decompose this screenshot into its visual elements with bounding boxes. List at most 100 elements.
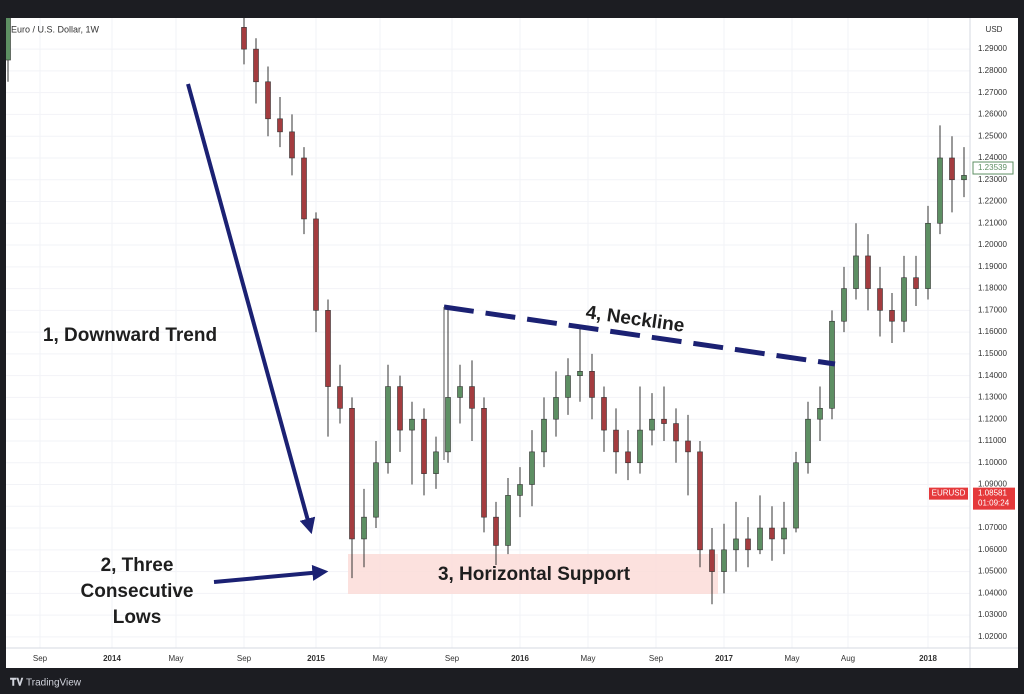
- x-tick-label: 2017: [715, 654, 733, 663]
- candle-body: [673, 423, 679, 442]
- trend-label: 1, Downward Trend: [43, 325, 217, 346]
- candle-body: [397, 386, 403, 431]
- price-tag: [972, 161, 1014, 175]
- candle-body: [349, 408, 355, 540]
- candle-body: [601, 397, 607, 431]
- candle-body: [565, 375, 571, 398]
- symbol-tag: [929, 487, 968, 500]
- y-tick-label: 1.17000: [978, 305, 1007, 314]
- y-tick-label: 1.04000: [978, 588, 1007, 597]
- candle-body: [241, 27, 247, 50]
- candle-body: [277, 118, 283, 133]
- candle-body: [949, 157, 955, 181]
- candle-body: [589, 371, 595, 398]
- currency-label: USD: [986, 25, 1003, 34]
- neckline: [443, 304, 836, 367]
- brand-logo: 𝐓𝐕: [10, 677, 23, 689]
- y-tick-label: 1.05000: [978, 567, 1007, 576]
- y-tick-label: 1.15000: [978, 349, 1007, 358]
- candle-body: [385, 386, 391, 464]
- symbol-price-label: 1.08581: [978, 489, 1007, 498]
- candles: [6, 18, 967, 605]
- candle-body: [901, 277, 907, 322]
- candle-body: [577, 371, 583, 376]
- y-tick-label: 1.07000: [978, 523, 1007, 532]
- candle-body: [517, 484, 523, 496]
- x-tick-label: Sep: [237, 654, 252, 663]
- candle-body: [865, 255, 871, 289]
- candle-body: [625, 451, 631, 464]
- countdown-label: 01:09:24: [978, 499, 1010, 508]
- candle-body: [373, 462, 379, 518]
- candle-body: [481, 408, 487, 518]
- price-tag-label: 1.23539: [978, 163, 1007, 172]
- candle-body: [841, 288, 847, 322]
- y-tick-label: 1.06000: [978, 545, 1007, 554]
- x-tick-label: May: [580, 654, 595, 663]
- candle-body: [325, 310, 331, 387]
- support-label: 3, Horizontal Support: [438, 564, 631, 585]
- candle-body: [493, 516, 499, 546]
- y-tick-label: 1.16000: [978, 327, 1007, 336]
- x-tick-label: May: [372, 654, 387, 663]
- candle-body: [541, 418, 547, 453]
- candle-body: [769, 527, 775, 540]
- candle-body: [877, 288, 883, 311]
- y-tick-label: 1.10000: [978, 458, 1007, 467]
- candle-body: [289, 131, 295, 159]
- candle-body: [781, 527, 787, 540]
- lows-label: Consecutive: [81, 581, 194, 602]
- candle-body: [661, 418, 667, 424]
- candle-body: [637, 429, 643, 464]
- candle-body: [469, 386, 475, 409]
- candle-body: [697, 451, 703, 551]
- candle-body: [301, 157, 307, 220]
- y-tick-label: 1.24000: [978, 153, 1007, 162]
- y-tick-label: 1.23000: [978, 175, 1007, 184]
- y-tick-label: 1.02000: [978, 632, 1007, 641]
- candle-body: [529, 451, 535, 485]
- y-tick-label: 1.27000: [978, 88, 1007, 97]
- candle-body: [457, 386, 463, 398]
- x-tick-label: May: [784, 654, 799, 663]
- y-tick-label: 1.22000: [978, 197, 1007, 206]
- candle-body: [805, 418, 811, 464]
- candle-body: [421, 418, 427, 474]
- candle-body: [961, 175, 967, 181]
- candle-body: [361, 516, 367, 540]
- x-tick-label: 2015: [307, 654, 325, 663]
- candle-body: [649, 418, 655, 431]
- lows-label: Lows: [113, 607, 162, 628]
- x-tick-label: Sep: [445, 654, 460, 663]
- candle-body: [313, 218, 319, 311]
- candle-body: [937, 157, 943, 224]
- y-tick-label: 1.14000: [978, 371, 1007, 380]
- x-tick-label: 2014: [103, 654, 121, 663]
- lows-label: 2, Three: [101, 555, 174, 576]
- candle-body: [505, 495, 511, 546]
- support-zone: [348, 554, 718, 594]
- trend-arrow: [186, 83, 316, 535]
- symbol-price-tag: [973, 487, 1015, 510]
- x-tick-label: May: [168, 654, 183, 663]
- y-tick-label: 1.13000: [978, 393, 1007, 402]
- candle-body: [853, 255, 859, 289]
- candle-body: [445, 397, 451, 453]
- candle-body: [721, 549, 727, 572]
- candle-body: [337, 386, 343, 409]
- candle-body: [733, 538, 739, 551]
- x-tick-label: Sep: [649, 654, 664, 663]
- candle-body: [553, 397, 559, 420]
- candle-body: [6, 18, 11, 61]
- symbol-tag-name: EURUSD: [932, 489, 966, 498]
- candle-body: [253, 48, 259, 83]
- y-tick-label: 1.20000: [978, 240, 1007, 249]
- brand-name: TradingView: [26, 678, 82, 689]
- lows-arrow: [213, 564, 329, 584]
- candle-body: [757, 527, 763, 551]
- y-tick-label: 1.09000: [978, 480, 1007, 489]
- candle-body: [889, 310, 895, 322]
- candle-body: [613, 429, 619, 453]
- candle-body: [817, 408, 823, 420]
- symbol-title: Euro / U.S. Dollar, 1W: [11, 24, 100, 34]
